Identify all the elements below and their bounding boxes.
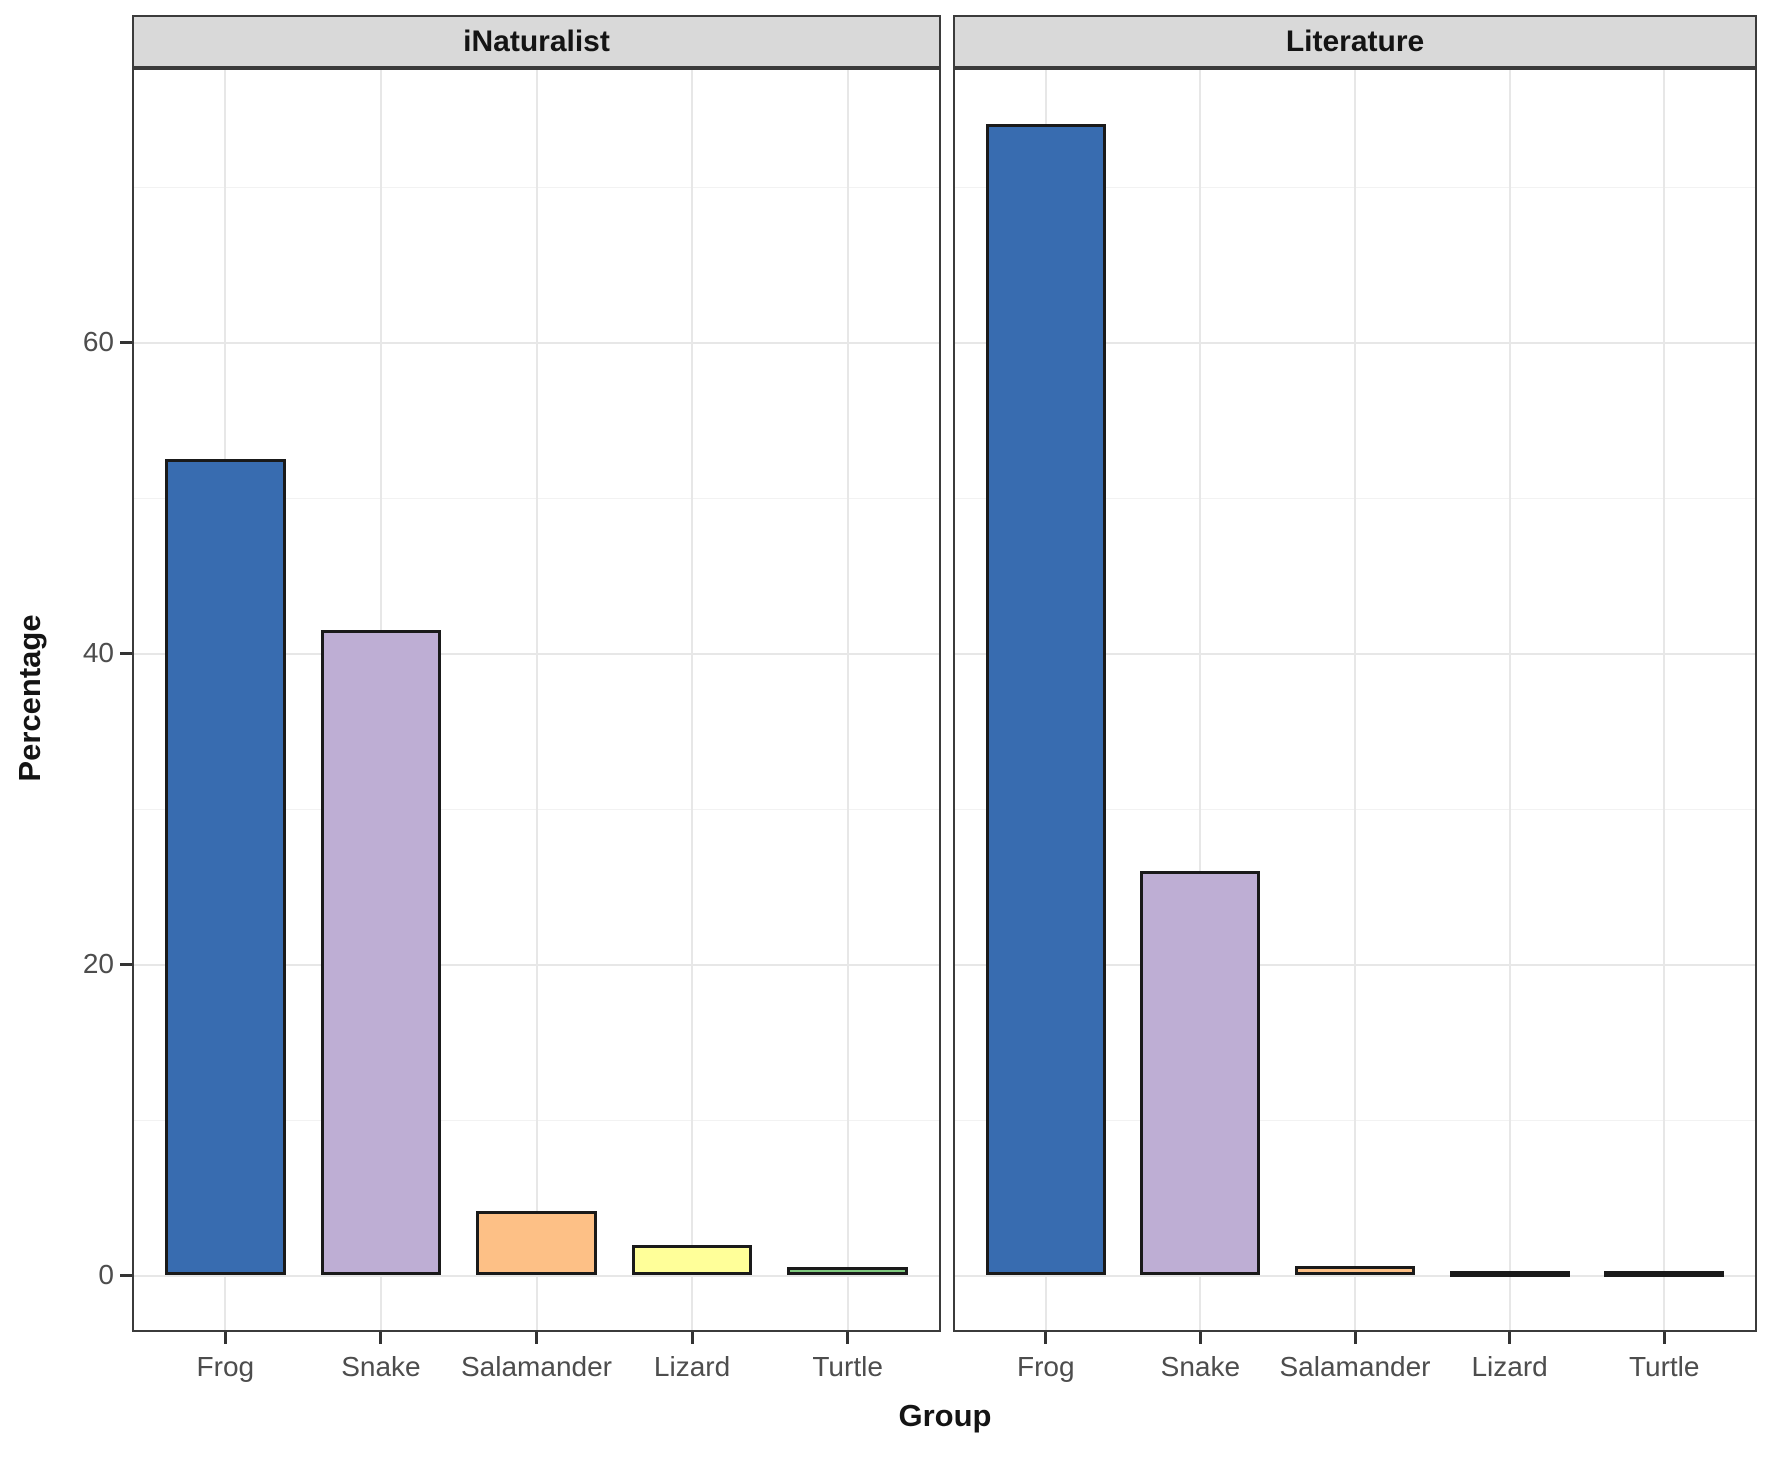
gridline-vertical-lizard [691, 70, 694, 1330]
x-tick-mark-frog [1044, 1332, 1048, 1344]
bar-salamander-inaturalist [476, 1211, 597, 1275]
gridline-vertical-snake [1199, 70, 1202, 1330]
bar-lizard-inaturalist [631, 1245, 753, 1275]
facet-strip-inaturalist: iNaturalist [132, 15, 941, 68]
y-axis-title: Percentage [12, 614, 47, 782]
y-tick-label-60: 60 [82, 326, 114, 357]
bar-frog-inaturalist [165, 459, 286, 1275]
x-tick-label-snake: Snake [1160, 1351, 1241, 1382]
y-tick-mark-0 [120, 1274, 132, 1277]
bar-lizard-literature [1449, 1271, 1570, 1277]
bar-snake-literature [1140, 871, 1261, 1275]
panel-literature [953, 68, 1757, 1332]
gridline-vertical-turtle [1663, 70, 1666, 1330]
x-tick-mark-frog [223, 1332, 227, 1344]
x-tick-mark-salamander [1353, 1332, 1357, 1344]
gridline-vertical-turtle [846, 70, 849, 1330]
x-tick-label-turtle: Turtle [1628, 1351, 1700, 1382]
x-tick-mark-turtle [846, 1332, 850, 1344]
x-axis-title: Group [898, 1398, 992, 1433]
y-tick-mark-40 [120, 652, 132, 655]
x-tick-label-snake: Snake [341, 1351, 421, 1382]
facet-strip-label-inaturalist: iNaturalist [463, 24, 610, 58]
x-tick-label-frog: Frog [196, 1351, 255, 1382]
bar-turtle-literature [1604, 1271, 1725, 1277]
x-tick-label-turtle: Turtle [812, 1351, 883, 1382]
x-tick-label-salamander: Salamander [461, 1351, 612, 1382]
x-tick-mark-snake [1198, 1332, 1202, 1344]
y-tick-mark-20 [120, 963, 132, 966]
facet-strip-label-literature: Literature [1285, 24, 1425, 58]
bar-salamander-literature [1295, 1266, 1415, 1275]
gridline-vertical-lizard [1508, 70, 1511, 1330]
x-tick-label-frog: Frog [1016, 1351, 1075, 1382]
bar-frog-literature [985, 124, 1106, 1275]
x-tick-label-lizard: Lizard [1471, 1351, 1548, 1382]
x-tick-label-salamander: Salamander [1279, 1351, 1431, 1382]
x-tick-mark-salamander [535, 1332, 538, 1344]
bar-turtle-inaturalist [787, 1267, 908, 1275]
x-tick-mark-turtle [1662, 1332, 1666, 1344]
y-tick-mark-60 [120, 341, 132, 344]
gridline-vertical-salamander [1354, 70, 1356, 1330]
x-tick-label-lizard: Lizard [653, 1351, 731, 1382]
x-tick-mark-lizard [1508, 1332, 1512, 1344]
y-tick-label-20: 20 [82, 948, 114, 979]
gridline-vertical-salamander [535, 70, 538, 1330]
panel-inaturalist [132, 68, 941, 1332]
facet-strip-literature: Literature [953, 15, 1757, 68]
x-tick-mark-lizard [690, 1332, 694, 1344]
y-tick-label-0: 0 [98, 1259, 114, 1290]
bar-snake-inaturalist [320, 630, 442, 1275]
y-tick-label-40: 40 [82, 637, 114, 668]
x-tick-mark-snake [379, 1332, 383, 1344]
